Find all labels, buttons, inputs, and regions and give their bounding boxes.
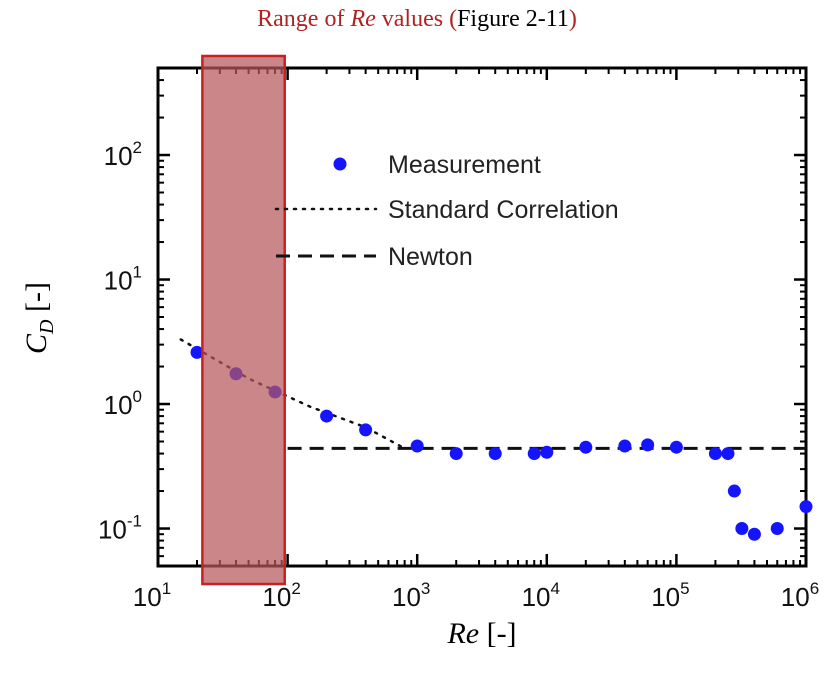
standard-correlation-line (179, 338, 406, 450)
measurement-point (618, 439, 632, 453)
measurement-point (359, 423, 373, 437)
measurement-point (488, 447, 502, 461)
measurement-point (727, 484, 741, 498)
legend-label: Measurement (388, 151, 541, 179)
re-range-band (201, 54, 286, 586)
legend: Measurement Standard Correlation Newton (274, 151, 619, 271)
x-tick-label: 102 (262, 579, 300, 612)
re-range-highlight (201, 54, 286, 586)
measurement-point (320, 409, 334, 423)
y-axis-label: CD [-] (20, 282, 58, 354)
title-prefix: Range of (257, 6, 351, 32)
measurement-point (747, 527, 761, 541)
measurement-point (579, 440, 593, 454)
x-tick-label: 106 (781, 579, 819, 612)
legend-label: Standard Correlation (388, 196, 619, 224)
x-tick-label: 101 (133, 579, 171, 612)
measurement-point (799, 500, 813, 514)
measurement-point (735, 522, 749, 536)
legend-marker-measurement (333, 157, 347, 171)
y-tick-label: 101 (104, 263, 142, 296)
measurement-point (410, 439, 424, 453)
measurement-point (449, 447, 463, 461)
measurement-point (527, 447, 541, 461)
measurement-point (770, 522, 784, 536)
x-tick-label: 103 (392, 579, 430, 612)
measurement-point (708, 447, 722, 461)
series-lines (179, 338, 806, 450)
figure-reference: Figure 2-11 (457, 6, 569, 32)
legend-label: Newton (388, 243, 473, 271)
title-middle: values ( (375, 6, 458, 32)
y-tick-label: 102 (104, 138, 142, 171)
measurement-point (721, 447, 735, 461)
measurement-point (190, 345, 204, 359)
chart-title: Range of Re values (Figure 2-11) (0, 6, 834, 33)
axis-labels: Re [-] CD [-] (20, 282, 517, 650)
x-tick-label: 104 (522, 579, 560, 612)
title-suffix: ) (568, 6, 577, 32)
measurement-point (641, 438, 655, 452)
title-italic: Re (350, 6, 376, 32)
measurement-point (669, 440, 683, 454)
y-tick-label: 10-1 (98, 512, 142, 545)
measurement-point (540, 445, 554, 459)
x-axis-label: Re [-] (446, 617, 516, 650)
x-tick-label: 105 (651, 579, 689, 612)
y-tick-label: 100 (104, 387, 142, 420)
